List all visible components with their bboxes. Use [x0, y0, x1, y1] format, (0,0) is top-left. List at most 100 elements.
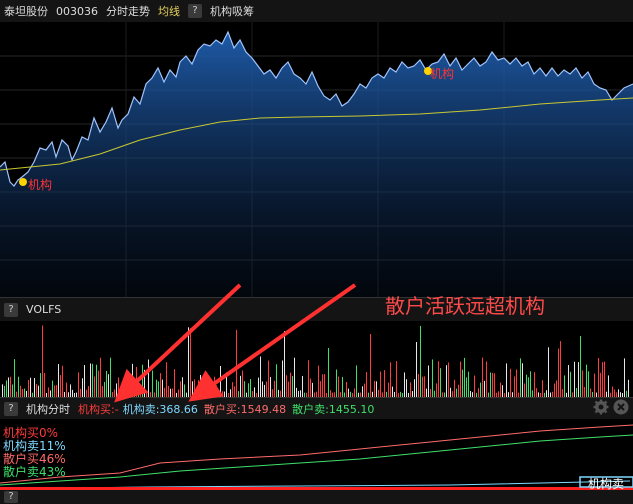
volume-bar [520, 358, 521, 397]
inst-buy-stat: 机构买:- [78, 401, 119, 417]
price-chart[interactable] [0, 22, 633, 297]
chart-mode-label[interactable]: 分时走势 [106, 5, 150, 18]
volume-bar [300, 390, 301, 397]
volume-bar [484, 380, 485, 397]
volume-bar [28, 379, 29, 397]
volume-bar [174, 369, 175, 397]
volume-bar [92, 363, 93, 397]
volume-bar [500, 382, 501, 397]
avg-line [0, 97, 633, 171]
volume-bar [570, 371, 571, 397]
volume-bar [440, 368, 441, 397]
volume-bar [398, 392, 399, 397]
volume-bar [466, 377, 467, 397]
volume-bar [416, 341, 417, 397]
volume-bar [516, 369, 517, 397]
volume-bar [548, 347, 549, 397]
volume-bar [74, 392, 75, 397]
volume-bar [364, 383, 365, 397]
volume-bar [242, 370, 243, 397]
volume-bar [420, 325, 421, 397]
volume-bar [498, 391, 499, 397]
volume-bar [182, 377, 183, 397]
volume-bar [584, 386, 585, 397]
help-button[interactable]: ? [188, 4, 202, 18]
volume-bar [586, 364, 587, 397]
volume-bar [76, 392, 77, 397]
volume-bar [78, 372, 79, 397]
volume-bar [542, 380, 543, 397]
close-icon[interactable] [613, 399, 629, 418]
volume-bar [626, 390, 627, 397]
volume-bar [342, 376, 343, 397]
volume-bar [88, 386, 89, 397]
bottom-right-label: 机构卖 [588, 477, 625, 491]
inst-buy-value: - [114, 402, 119, 416]
marker-label-right: 机构 [430, 67, 455, 81]
cumulative-chart[interactable] [0, 419, 633, 490]
volume-bar [112, 391, 113, 397]
volume-bar [544, 392, 545, 397]
volume-bar [172, 388, 173, 397]
volume-bar [312, 382, 313, 397]
volume-bar [310, 378, 311, 397]
volume-bar [104, 381, 105, 397]
volume-bar [354, 388, 355, 397]
volume-bar [474, 375, 475, 397]
volume-bar [546, 390, 547, 397]
bottom-tab-help[interactable]: ? [4, 491, 18, 503]
volume-bar [42, 325, 43, 397]
volume-bar [426, 388, 427, 397]
marker-dot [19, 178, 27, 186]
volume-bar [446, 365, 447, 397]
volume-bar [554, 383, 555, 397]
stats-help-button[interactable]: ? [4, 401, 18, 416]
volume-bar [136, 366, 137, 397]
volume-bar [44, 372, 45, 397]
volume-bar [184, 384, 185, 397]
volume-bar [482, 357, 483, 397]
volume-bar [490, 372, 491, 397]
indicator-label[interactable]: 机构吸筹 [210, 5, 254, 18]
volume-bar [598, 358, 599, 397]
volume-help-button[interactable]: ? [4, 302, 18, 317]
volume-bar [254, 387, 255, 397]
volume-bar [196, 388, 197, 397]
volume-bar [522, 363, 523, 397]
retail-buy-curve [0, 424, 633, 484]
volume-bar [404, 372, 405, 397]
inst-sell-label: 机构卖: [122, 402, 160, 416]
volume-bar [16, 391, 17, 397]
price-area-fill [0, 32, 633, 297]
retail-buy-label: 散户买: [203, 402, 241, 416]
avg-line-toggle[interactable]: 均线 [158, 5, 180, 18]
volume-bar [450, 387, 451, 397]
volume-bar [178, 389, 179, 397]
retail-sell-label: 散户卖: [292, 402, 329, 416]
volume-bar [388, 382, 389, 397]
volume-bar [134, 387, 135, 397]
volume-bar [216, 385, 217, 397]
volume-bar [58, 364, 59, 397]
volume-bar [526, 374, 527, 397]
volume-bar [54, 385, 55, 397]
inst-sell-step [579, 476, 633, 488]
stock-name: 泰坦股份 [4, 5, 48, 18]
volume-bar [572, 392, 573, 397]
volume-bar [164, 387, 165, 397]
volume-bar [144, 369, 145, 397]
volume-bar [612, 386, 613, 397]
volume-bar [138, 390, 139, 397]
volume-bar [120, 389, 121, 397]
gear-icon[interactable] [593, 399, 609, 418]
volume-bar [594, 373, 595, 397]
volume-bar [564, 375, 565, 397]
volume-bar [400, 391, 401, 397]
volume-bar [40, 373, 41, 397]
volume-bar [328, 348, 329, 397]
volume-chart[interactable] [0, 321, 633, 397]
volume-bar [508, 392, 509, 397]
volume-bar [392, 386, 393, 397]
volume-bar [324, 374, 325, 397]
volume-bar [286, 375, 287, 397]
